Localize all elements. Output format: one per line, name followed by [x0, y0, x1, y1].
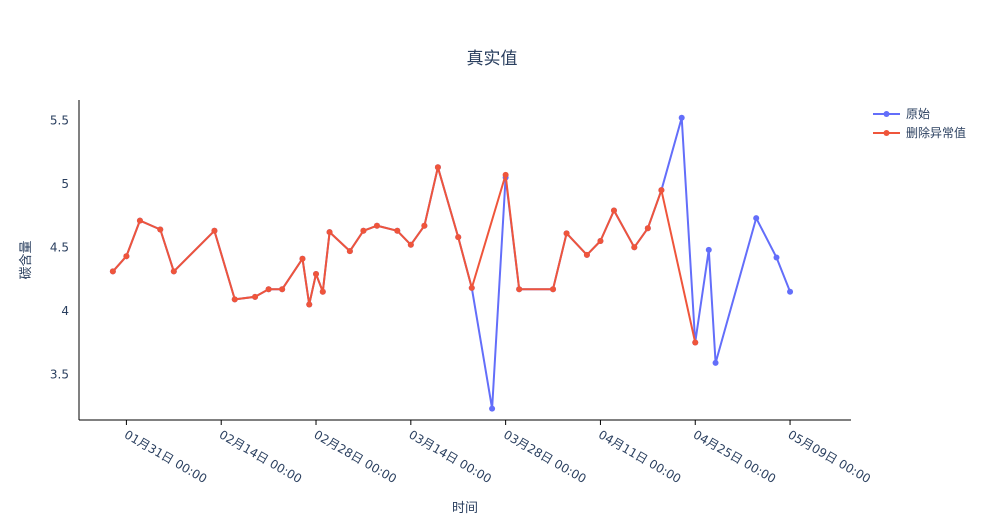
data-point[interactable]	[157, 226, 164, 233]
x-tick-label: 05月09日 00:00	[786, 427, 873, 486]
data-point[interactable]	[123, 253, 130, 260]
series-1[interactable]	[109, 114, 794, 412]
series-2[interactable]	[109, 164, 699, 346]
data-point[interactable]	[773, 254, 780, 261]
x-axis-title: 时间	[452, 501, 478, 516]
x-tick-label: 03月14日 00:00	[406, 427, 493, 486]
data-point[interactable]	[421, 222, 428, 229]
data-point[interactable]	[109, 268, 116, 275]
data-point[interactable]	[658, 187, 665, 194]
data-point[interactable]	[550, 286, 557, 293]
data-point[interactable]	[170, 268, 177, 275]
data-point[interactable]	[516, 286, 523, 293]
y-tick-label: 5	[61, 177, 69, 191]
legend-marker	[883, 130, 890, 136]
y-axis-title: 碳含量	[18, 240, 34, 279]
data-point[interactable]	[468, 284, 475, 291]
data-point[interactable]	[502, 171, 509, 178]
data-point[interactable]	[265, 286, 272, 293]
y-tick-label: 4.5	[50, 240, 69, 254]
data-point[interactable]	[252, 293, 259, 300]
data-point[interactable]	[434, 164, 441, 171]
data-point[interactable]	[319, 288, 326, 295]
data-point[interactable]	[299, 255, 306, 262]
data-point[interactable]	[306, 301, 313, 308]
data-point[interactable]	[279, 286, 286, 293]
data-point[interactable]	[631, 244, 638, 251]
series-line	[112, 166, 697, 343]
data-point[interactable]	[360, 227, 367, 234]
series-line	[112, 116, 792, 410]
data-point[interactable]	[211, 227, 218, 234]
x-tick-label: 04月25日 00:00	[691, 427, 778, 486]
legend-label: 原始	[906, 107, 930, 121]
data-point[interactable]	[753, 215, 760, 222]
data-point[interactable]	[136, 217, 143, 224]
data-point[interactable]	[705, 246, 712, 253]
data-point[interactable]	[313, 270, 320, 277]
legend-marker	[883, 111, 890, 117]
data-point[interactable]	[394, 227, 401, 234]
data-point[interactable]	[597, 237, 604, 244]
chart-title: 真实值	[467, 49, 518, 69]
data-point[interactable]	[563, 230, 570, 237]
data-point[interactable]	[610, 207, 617, 214]
data-point[interactable]	[692, 339, 699, 346]
data-point[interactable]	[583, 251, 590, 258]
data-point[interactable]	[678, 114, 685, 121]
y-tick-label: 3.5	[50, 367, 69, 381]
y-axis-ticks: 3.5 4 4.5 5 5.5	[50, 113, 69, 381]
x-tick-label: 03月28日 00:00	[501, 427, 588, 486]
x-tick-label: 04月11日 00:00	[596, 427, 683, 486]
legend-item[interactable]: 原始	[873, 107, 930, 121]
x-tick-label: 02月28日 00:00	[312, 427, 399, 486]
x-tick-label: 01月31日 00:00	[122, 427, 209, 486]
data-point[interactable]	[346, 248, 353, 255]
data-point[interactable]	[489, 405, 496, 412]
legend-item[interactable]: 删除异常值	[873, 125, 966, 140]
legend-label: 删除异常值	[906, 125, 966, 140]
data-point[interactable]	[455, 234, 462, 241]
data-point[interactable]	[231, 296, 238, 303]
data-point[interactable]	[326, 229, 333, 236]
data-point[interactable]	[373, 222, 380, 229]
data-point[interactable]	[712, 359, 719, 366]
x-tick-label: 02月14日 00:00	[217, 427, 304, 486]
data-point[interactable]	[644, 225, 651, 232]
y-tick-label: 5.5	[50, 113, 69, 127]
series-layer	[109, 114, 794, 412]
y-tick-label: 4	[61, 304, 69, 318]
data-point[interactable]	[787, 288, 794, 295]
x-axis-ticks: 01月31日 00:00 02月14日 00:00 02月28日 00:00 03月1…	[122, 420, 873, 486]
data-point[interactable]	[407, 241, 414, 248]
